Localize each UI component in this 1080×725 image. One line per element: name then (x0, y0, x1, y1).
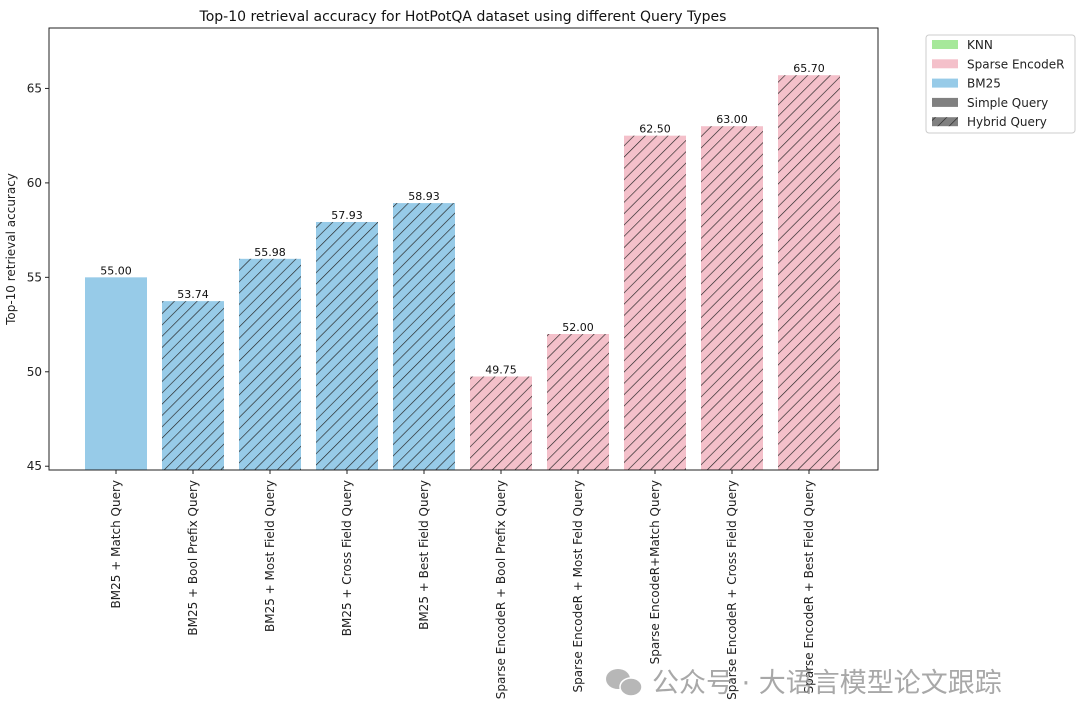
x-tick-label: Sparse EncodeR + Cross Field Query (725, 480, 739, 700)
data-label: 55.00 (100, 264, 132, 277)
bar-hatch (162, 301, 224, 470)
x-tick-label: BM25 + Bool Prefix Query (186, 480, 200, 636)
x-tick-label: BM25 + Match Query (109, 480, 123, 608)
y-tick-label: 60 (27, 176, 42, 190)
plot-frame (48, 27, 879, 471)
bar-hatch (547, 334, 609, 470)
bar-hatch (624, 135, 686, 470)
bar-hatch (701, 126, 763, 470)
x-tick-label: Sparse EncodeR + Bool Prefix Query (494, 480, 508, 699)
legend-swatch (932, 59, 958, 69)
data-label: 49.75 (485, 364, 517, 377)
legend-frame (925, 34, 1076, 134)
data-label: 53.74 (177, 288, 209, 301)
legend-label: Simple Query (967, 96, 1048, 110)
data-label: 63.00 (716, 113, 748, 126)
legend-label: KNN (967, 38, 993, 52)
legend-swatch-hatch (932, 117, 958, 127)
bar-hatch (239, 258, 301, 470)
x-tick-label: Sparse EncodeR + Most Feld Query (571, 480, 585, 692)
bar-hatch (470, 376, 532, 470)
legend: KNN Sparse EncodeR BM25 Simple Query Hybrid … (925, 34, 1076, 134)
bar-hatch (316, 221, 378, 470)
x-tick-label: Sparse EncodeR + Best Field Query (802, 480, 816, 694)
bar-hatch (778, 75, 840, 470)
bar (85, 277, 147, 470)
legend-swatch (932, 40, 958, 49)
x-tick-label: BM25 + Best Field Query (417, 480, 431, 630)
watermark: 公众号 · 大语言模型论文跟踪 (606, 668, 1002, 699)
legend-swatch (932, 97, 958, 107)
watermark-text: 公众号 · 大语言模型论文跟踪 (652, 668, 1002, 699)
y-tick-label: 65 (27, 81, 42, 95)
data-label: 58.93 (408, 190, 440, 203)
wechat-icon (606, 669, 643, 697)
bar-hatch (393, 203, 455, 470)
legend-label: Sparse EncodeR (967, 57, 1064, 71)
x-tick-label: BM25 + Cross Field Query (340, 480, 354, 636)
chart-title: Top-10 retrieval accuracy for HotPotQA d… (199, 9, 727, 25)
data-label: 65.70 (793, 62, 825, 75)
x-tick-label: Sparse EncodeR+Match Query (648, 480, 662, 664)
data-label: 52.00 (562, 321, 594, 334)
y-tick-label: 55 (27, 270, 42, 284)
legend-swatch (932, 78, 958, 88)
data-label: 62.50 (639, 123, 671, 136)
data-label: 57.93 (331, 209, 363, 222)
y-tick-label: 45 (27, 459, 42, 473)
y-axis-label: Top-10 retrieval accuracy (4, 173, 18, 326)
legend-label: BM25 (967, 77, 1001, 91)
legend-label: Hybrid Query (967, 115, 1047, 129)
y-tick-label: 50 (27, 365, 42, 379)
x-tick-label: BM25 + Most Field Query (263, 480, 277, 632)
data-label: 55.98 (254, 246, 286, 259)
